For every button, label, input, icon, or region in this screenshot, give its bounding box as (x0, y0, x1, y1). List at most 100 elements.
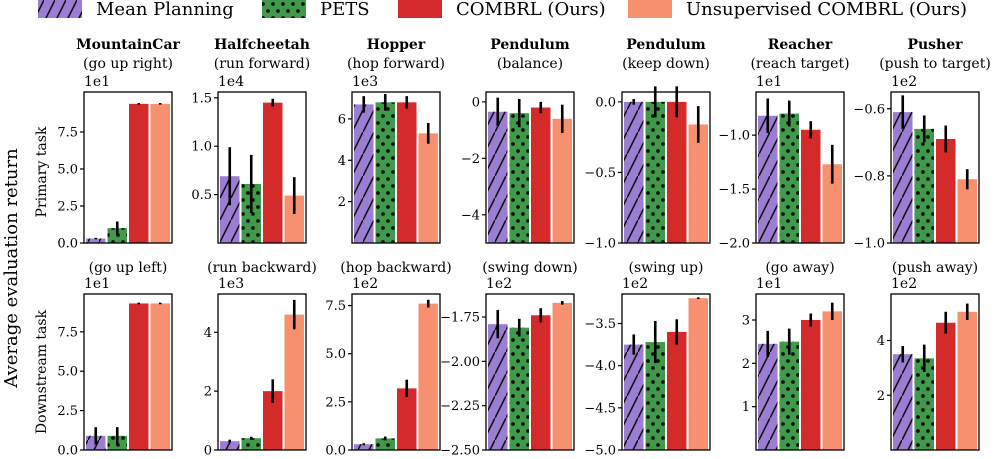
axis-multiplier: 1e1 (756, 276, 782, 292)
subplot-task-title: (go up left) (89, 260, 168, 276)
subplot: (push away)1e2 2 4 (877, 260, 980, 451)
bar-pattern (354, 444, 374, 450)
y-tick-label: 0 (472, 95, 480, 110)
bar (418, 133, 438, 243)
bar (822, 164, 842, 243)
subplot: Reacher (reach target) 1e1 −2.0 −1.5 −1.0 (718, 37, 849, 252)
y-tick-label: 2 (877, 389, 885, 404)
y-tick-label: −0.5 (584, 166, 616, 181)
axes-frame (755, 91, 845, 244)
axes-frame (217, 91, 307, 244)
axes-frame (621, 91, 711, 244)
bar (284, 195, 304, 243)
subplot: (go up left)1e1 0.0 2.5 5.0 7.5 (57, 260, 173, 459)
bar-pattern (241, 183, 261, 243)
bar (822, 311, 842, 450)
bar-pattern (354, 104, 374, 244)
y-tick-label: 2.5 (57, 404, 78, 419)
subplot-task-title: (balance) (497, 56, 563, 72)
bar (801, 320, 821, 450)
y-tick-label: −4 (461, 208, 480, 223)
subplot-task-title: (go up right) (83, 56, 173, 72)
bar (263, 102, 283, 244)
bar-pattern (375, 438, 395, 450)
subplot-env-title: MountainCar (76, 37, 180, 53)
subplot-env-title: Halfcheetah (214, 37, 310, 53)
bar-pattern (488, 324, 508, 450)
subplot: (go away)1e1 1 2 3 (742, 260, 845, 451)
bar-pattern (624, 344, 644, 450)
legend: Mean Planning PETS COMBRL (Ours) Unsupervis… (38, 0, 967, 20)
y-tick-label: 7.5 (325, 299, 346, 314)
subplot-env-title: Pendulum (626, 37, 706, 53)
y-tick-label: −4.5 (584, 401, 616, 416)
y-tick-label: 2.5 (57, 199, 78, 214)
bar (284, 314, 304, 450)
subplot-task-title: (keep down) (622, 56, 710, 72)
subplot-env-title: Pendulum (490, 37, 570, 53)
bar-pattern (779, 113, 799, 243)
y-tick-label: −1.0 (584, 237, 616, 252)
subplot: Pendulum (keep down) −1.0 −0.5 0.0 (584, 37, 711, 252)
subplot: Pendulum (balance) −4 −2 0 (461, 37, 575, 244)
bar (552, 118, 572, 243)
y-tick-label: −4.0 (584, 359, 616, 374)
bar-pattern (86, 238, 106, 243)
y-tick-label: −0.6 (853, 102, 885, 117)
y-tick-label: −3.5 (584, 317, 616, 332)
subplot-task-title: (swing down) (482, 260, 577, 276)
bar (936, 138, 956, 243)
subplot-task-title: (hop backward) (340, 260, 451, 276)
y-tick-label: 4 (877, 334, 885, 349)
legend-swatch-pattern (38, 0, 82, 18)
bar (936, 322, 956, 450)
y-tick-label: 0.0 (595, 95, 616, 110)
bar-pattern (914, 128, 934, 243)
bar (129, 303, 149, 450)
bar-pattern (914, 358, 934, 450)
y-tick-label: −1.0 (718, 129, 750, 144)
bar-pattern (220, 176, 240, 243)
bar-pattern (488, 111, 508, 243)
y-tick-label: 4 (204, 326, 212, 341)
bar-pattern (645, 342, 665, 450)
subplot: Hopper (hop forward) 1e3 2 4 6 (338, 37, 445, 244)
y-tick-label: 1.0 (191, 140, 212, 155)
bar (688, 124, 708, 243)
y-tick-label: 0.0 (57, 237, 78, 252)
bar (531, 107, 551, 243)
row-label-downstream: Downstream task (34, 309, 50, 434)
legend-label: Mean Planning (96, 0, 234, 20)
bar-pattern (893, 112, 913, 243)
bar-pattern (645, 101, 665, 243)
axes-frame (890, 91, 980, 244)
subplot-task-title: (reach target) (750, 56, 849, 72)
axes-frame (83, 293, 173, 451)
bar-pattern (509, 327, 529, 450)
subplot-task-title: (go away) (765, 260, 834, 276)
subplot: Pusher (push to target) 1e2 −1.0 −0.8 −0.6 (853, 37, 990, 252)
y-tick-label: −2.0 (718, 237, 750, 252)
y-tick-label: −1.5 (718, 183, 750, 198)
axes-frame (621, 293, 711, 451)
axes-frame (485, 91, 575, 244)
y-tick-label: 1 (742, 400, 750, 415)
bar-pattern (779, 341, 799, 450)
axis-multiplier: 1e2 (891, 276, 917, 292)
bar (418, 303, 438, 450)
bar (397, 388, 417, 450)
axis-multiplier: 1e1 (756, 74, 782, 90)
y-tick-label: 2 (204, 385, 212, 400)
axes-frame (755, 293, 845, 451)
y-tick-label: 0 (204, 444, 212, 459)
y-tick-label: 5.0 (57, 162, 78, 177)
legend-label: PETS (320, 0, 370, 20)
y-tick-label: −2.00 (440, 355, 480, 370)
bar-pattern (241, 438, 261, 450)
y-tick-label: 2 (742, 357, 750, 372)
axes-frame (351, 91, 441, 244)
subplot: (swing up)1e2 −5.0 −4.5 −4.0 −3.5 (584, 260, 711, 459)
axis-multiplier: 1e2 (891, 74, 917, 90)
y-tick-label: 1.5 (191, 91, 212, 106)
